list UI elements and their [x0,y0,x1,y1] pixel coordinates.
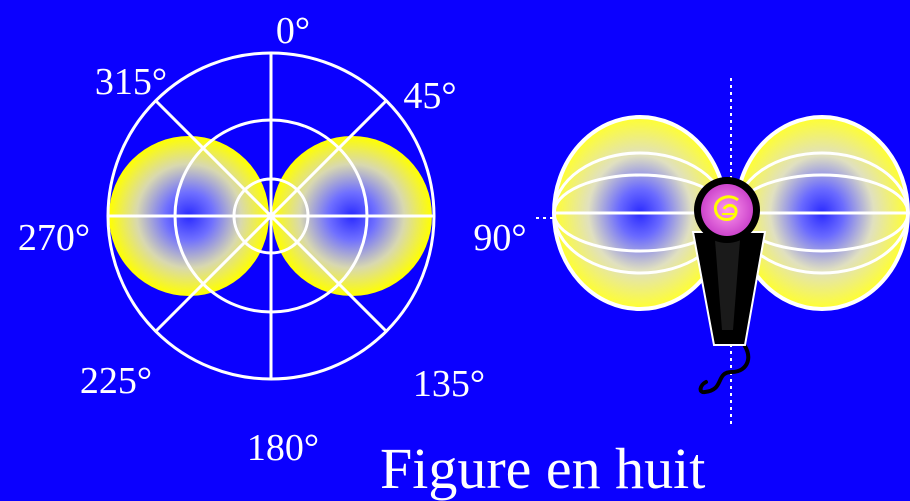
angle-label-270: 270° [18,217,90,259]
microphone-icon [691,177,767,395]
figure-eight-3d [536,78,910,425]
figure-caption: Figure en huit [380,436,705,501]
angle-label-0: 0° [276,10,310,52]
angle-label-225: 225° [80,360,152,402]
angle-label-90: 90° [473,217,526,259]
angle-label-315: 315° [95,61,167,103]
angle-label-135: 135° [413,363,485,405]
polar-diagram [106,51,436,381]
right-3d-lobe [734,115,910,311]
angle-label-45: 45° [403,75,456,117]
spoke-diag-2 [154,99,388,333]
angle-label-180: 180° [247,427,319,469]
